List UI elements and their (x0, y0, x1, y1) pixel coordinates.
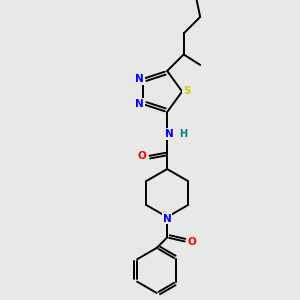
Text: N: N (163, 214, 172, 224)
Text: N: N (135, 99, 144, 109)
Text: H: H (180, 129, 188, 139)
Text: S: S (183, 86, 190, 97)
Text: O: O (138, 151, 147, 161)
Text: N: N (135, 74, 144, 84)
Text: N: N (165, 129, 174, 139)
Text: O: O (188, 237, 197, 247)
